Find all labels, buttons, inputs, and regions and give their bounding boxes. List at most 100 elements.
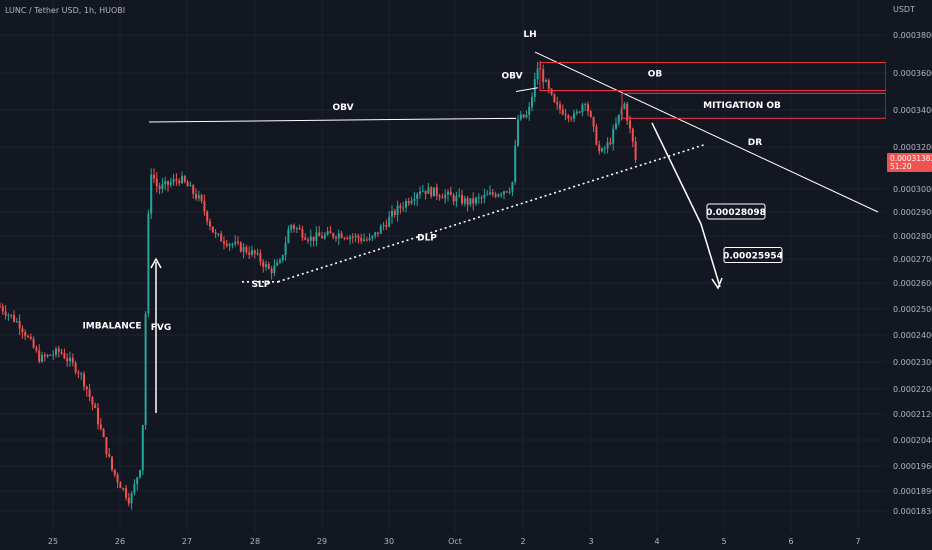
- candle-body: [10, 314, 13, 316]
- candle-body: [615, 123, 617, 129]
- candle-body: [60, 351, 63, 354]
- candle-body: [365, 239, 368, 241]
- candle-body: [309, 236, 312, 241]
- candle-body: [514, 145, 517, 183]
- time-tick-label: 27: [182, 537, 192, 546]
- candle-body: [486, 194, 489, 196]
- candle-body: [626, 103, 629, 121]
- candle-body: [83, 373, 85, 387]
- candle-body: [94, 404, 97, 409]
- price-tick-label: 0.00029000: [893, 208, 932, 217]
- candle-body: [119, 482, 122, 489]
- candle-body: [281, 254, 284, 261]
- candle-body: [396, 205, 399, 215]
- candle-body: [158, 186, 161, 190]
- time-tick-label: 25: [48, 537, 58, 546]
- candle-body: [102, 429, 105, 438]
- candle-body: [167, 181, 169, 185]
- candle-body: [273, 265, 276, 274]
- candle-body: [573, 113, 575, 119]
- candle-body: [455, 196, 458, 202]
- candle-body: [329, 231, 332, 234]
- candle-body: [603, 148, 606, 150]
- price-tick-label: 0.00020400: [893, 436, 932, 445]
- candle-body: [405, 200, 407, 208]
- candle-body: [424, 190, 427, 194]
- candle-body: [505, 191, 508, 193]
- candle-body: [525, 114, 528, 118]
- candle-body: [18, 321, 21, 329]
- candle-body: [472, 198, 475, 204]
- price-tick-label: 0.00019600: [893, 462, 932, 471]
- candle-body: [74, 362, 77, 373]
- candle-body: [391, 210, 393, 217]
- candle-body: [195, 193, 197, 199]
- candle-body: [587, 104, 589, 112]
- candle-body: [175, 179, 178, 181]
- candle-body: [522, 114, 525, 118]
- candle-body: [581, 104, 584, 113]
- time-axis[interactable]: 25 26 27 28 29 30 Oct 2 3 4 5 6 7: [0, 532, 886, 550]
- candle-body: [382, 225, 385, 227]
- candle-body: [332, 233, 335, 238]
- annotation-label: OB: [648, 70, 663, 80]
- candle-body: [267, 264, 270, 269]
- candle-body: [0, 306, 1, 308]
- candle-body: [150, 174, 153, 214]
- candle-body: [508, 191, 511, 193]
- candle-body: [475, 197, 477, 204]
- candle-body: [38, 350, 41, 362]
- price-tick-label: 0.00024000: [893, 331, 932, 340]
- candle-body: [617, 114, 620, 124]
- candle-body: [399, 205, 402, 208]
- candle-body: [290, 225, 293, 230]
- last-price-tag: 0.00031383 51:20: [887, 152, 932, 172]
- candle-body: [111, 456, 113, 470]
- fvg-arrow-head: [150, 257, 162, 269]
- annotation-label: LH: [523, 30, 536, 40]
- candle-body: [183, 176, 186, 182]
- price-tick-label: 0.00028000: [893, 232, 932, 241]
- candle-body: [69, 357, 71, 362]
- candle-body: [595, 126, 598, 145]
- candle-body: [144, 313, 147, 426]
- candle-body: [41, 355, 43, 362]
- candle-body: [1, 306, 4, 312]
- candle-body: [122, 488, 125, 490]
- candle-body: [225, 243, 228, 246]
- candle-body: [270, 268, 273, 274]
- price-callout-box: [706, 203, 766, 220]
- price-tick-label: 0.00018300: [893, 507, 932, 516]
- annotation-label: MITIGATION OB: [703, 101, 781, 111]
- candle-body: [66, 358, 69, 362]
- candle-body: [553, 94, 556, 103]
- last-price-value: 0.00031383: [890, 154, 932, 163]
- symbol-title: LUNC / Tether USD, 1h, HUOBI: [5, 6, 125, 15]
- candle-body: [153, 174, 155, 179]
- candle-body: [438, 195, 441, 198]
- projection-arrow-2: [700, 223, 721, 288]
- candle-body: [489, 192, 491, 195]
- annotation-label: OBV: [501, 72, 522, 82]
- candle-body: [480, 197, 483, 199]
- candle-body: [57, 348, 60, 352]
- candle-body: [287, 229, 290, 244]
- candle-body: [91, 396, 94, 405]
- candle-body: [421, 190, 424, 192]
- candle-body: [430, 187, 433, 197]
- candle-body: [99, 424, 102, 430]
- candle-body: [164, 181, 167, 185]
- candle-body: [351, 236, 354, 238]
- projection-arrow-1: [651, 122, 702, 225]
- candle-body: [469, 198, 472, 205]
- candle-body: [629, 120, 631, 129]
- candle-body: [284, 243, 287, 255]
- candle-body: [63, 353, 66, 359]
- candle-body: [323, 234, 326, 239]
- price-axis[interactable]: USDT 0.00038000 0.00036000 0.00034000 0.000…: [886, 0, 932, 532]
- candle-body: [172, 179, 175, 183]
- annotation-label: OBV: [332, 103, 353, 113]
- candle-body: [517, 119, 519, 146]
